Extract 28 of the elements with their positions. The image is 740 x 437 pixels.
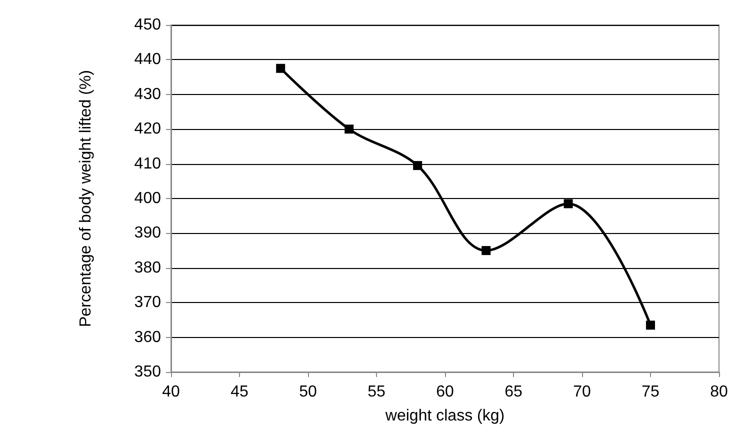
y-axis-title: Percentage of body weight lifted (%) (78, 70, 94, 328)
x-tick-label: 75 (642, 384, 660, 400)
y-tick-label: 390 (134, 224, 162, 242)
x-tick-label: 55 (368, 384, 386, 400)
x-tick-label: 50 (299, 384, 317, 400)
point (344, 124, 354, 134)
x-tick-label: 40 (162, 384, 180, 400)
point (646, 320, 655, 330)
y-tick-label: 350 (134, 364, 162, 380)
y-tick-label: 360 (134, 328, 162, 346)
x-axis-title: weight class (kg) (384, 408, 505, 424)
x-tick-label: 70 (573, 384, 591, 400)
point (276, 64, 286, 73)
y-tick-label: 420 (134, 120, 162, 138)
x-tick-label: 45 (230, 384, 248, 400)
x-tick-label: 80 (710, 384, 728, 400)
y-tick-label: 400 (134, 190, 162, 207)
y-tick-label: 380 (134, 259, 162, 276)
y-tick-label: 440 (134, 51, 162, 68)
y-tick-label: 430 (134, 86, 162, 103)
y-tick-label: 410 (134, 155, 162, 172)
y-tick-label: 450 (134, 16, 162, 34)
x-tick-label: 65 (504, 384, 522, 400)
y-tick-label: 370 (134, 294, 162, 312)
point (413, 161, 422, 170)
point (482, 246, 491, 256)
point (564, 199, 573, 208)
x-tick-label: 60 (436, 384, 454, 400)
